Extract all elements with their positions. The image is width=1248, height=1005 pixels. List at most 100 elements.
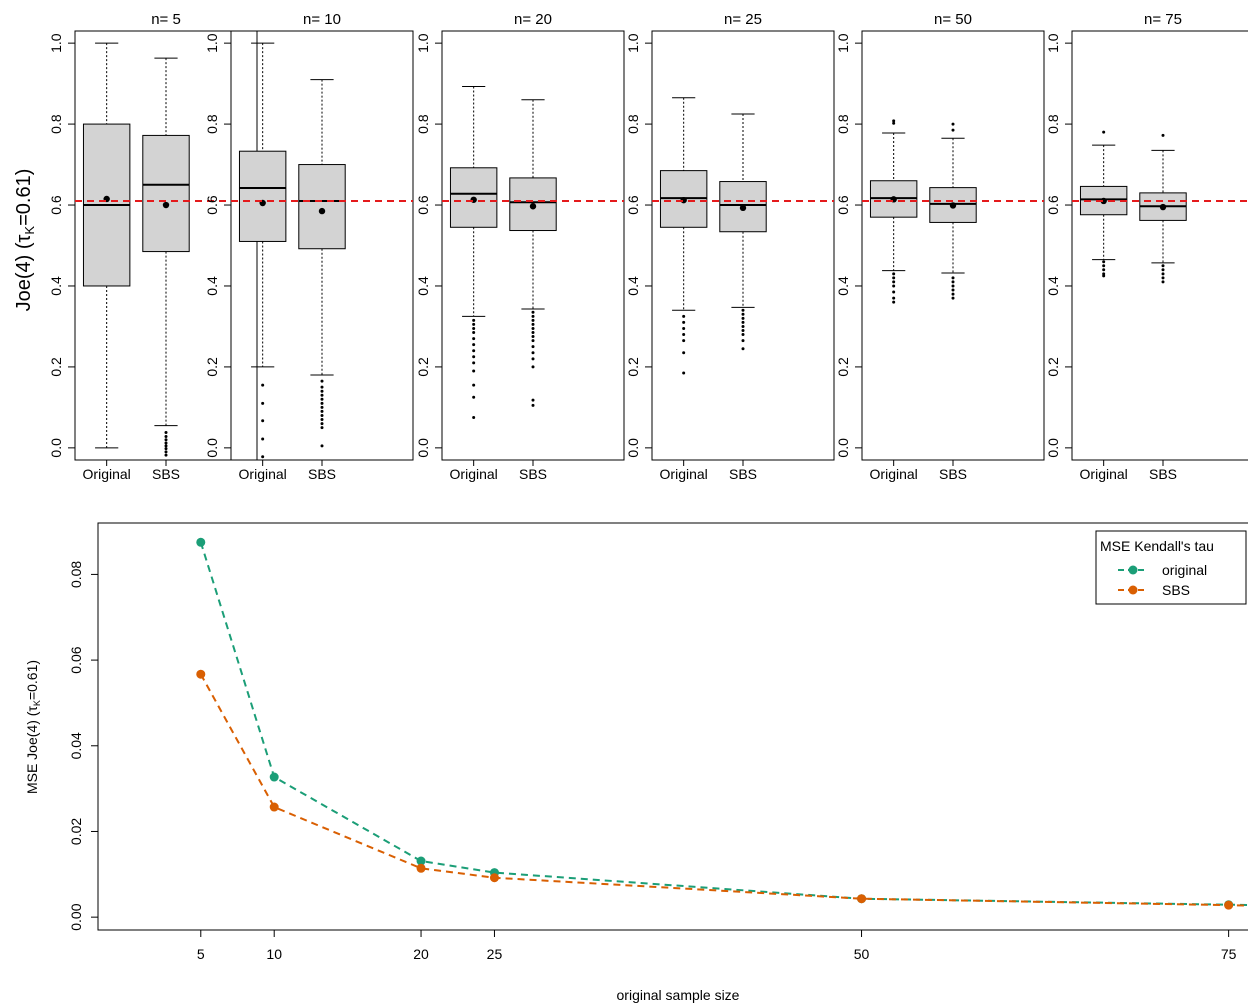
panel-frame bbox=[1071, 30, 1248, 461]
x-tick-label: Original bbox=[1080, 466, 1128, 482]
outlier-point bbox=[951, 296, 955, 300]
line-y-label-rest: =0.61) bbox=[24, 660, 40, 700]
data-point bbox=[269, 802, 279, 812]
outlier-point bbox=[951, 292, 955, 296]
outlier-point bbox=[531, 345, 535, 349]
outlier-point bbox=[320, 397, 324, 401]
x-tick-label: Original bbox=[239, 466, 287, 482]
outlier-point bbox=[741, 320, 745, 324]
mean-point bbox=[1100, 197, 1107, 205]
outlier-point bbox=[1161, 268, 1165, 272]
legend: MSE Kendall's tau original SBS bbox=[1095, 530, 1247, 605]
boxplot-y-label-tau: τ bbox=[13, 234, 35, 242]
data-point bbox=[196, 669, 206, 679]
outlier-point bbox=[1161, 276, 1165, 280]
mean-point bbox=[162, 201, 170, 209]
outlier-point bbox=[741, 339, 745, 343]
y-tick-label: 0.4 bbox=[1045, 276, 1061, 296]
y-tick-label: 0.6 bbox=[204, 195, 220, 215]
outlier-point bbox=[472, 343, 476, 347]
y-tick-label: 0.2 bbox=[1045, 357, 1061, 377]
y-tick-label: 0.4 bbox=[625, 276, 641, 296]
outlier-point bbox=[531, 365, 535, 369]
outlier-point bbox=[892, 276, 896, 280]
outlier-point bbox=[951, 276, 955, 280]
mean-point bbox=[739, 204, 747, 212]
y-tick-label: 0.2 bbox=[48, 357, 64, 377]
legend-box bbox=[1095, 530, 1247, 605]
outlier-point bbox=[1102, 260, 1106, 264]
mean-point bbox=[1159, 203, 1167, 211]
line-series-group bbox=[196, 537, 1248, 910]
outlier-point bbox=[320, 418, 324, 422]
y-tick-label: 0.8 bbox=[835, 114, 851, 134]
boxplot-y-label-rest: =0.61) bbox=[13, 169, 35, 226]
y-tick-label: 0.8 bbox=[48, 114, 64, 134]
series-line bbox=[199, 541, 1248, 906]
data-point bbox=[416, 863, 426, 873]
outlier-point bbox=[1161, 264, 1165, 268]
outlier-point bbox=[741, 316, 745, 320]
mse-line-plot: 0.00 0.02 0.04 0.06 0.08 5 10 20 25 50 75 origina… bbox=[24, 522, 1248, 1003]
data-point bbox=[489, 873, 499, 883]
y-tick-label: 0.0 bbox=[415, 438, 431, 458]
x-tick-label: 10 bbox=[266, 946, 282, 962]
outlier-point bbox=[320, 393, 324, 397]
y-tick-label: 0.4 bbox=[204, 276, 220, 296]
boxplot-panels: n= 5 0.0 0.2 0.4 0.6 0.8 1.0 Original SBS n= 10 0.… bbox=[48, 11, 1248, 482]
iqr-box bbox=[142, 134, 190, 253]
x-tick-label: SBS bbox=[308, 466, 336, 482]
outlier-point bbox=[261, 383, 265, 387]
outlier-point bbox=[951, 288, 955, 292]
box-original bbox=[238, 42, 287, 459]
x-tick-label: SBS bbox=[152, 466, 180, 482]
x-tick-label: 50 bbox=[854, 946, 870, 962]
data-point bbox=[416, 856, 426, 866]
box-sbs bbox=[298, 79, 346, 448]
y-tick-label: 0.6 bbox=[415, 195, 431, 215]
outlier-point bbox=[531, 357, 535, 361]
outlier-point bbox=[472, 349, 476, 353]
outlier-point bbox=[1102, 274, 1106, 278]
outlier-point bbox=[472, 355, 476, 359]
outlier-point bbox=[164, 435, 168, 439]
y-tick-label: 0.2 bbox=[835, 357, 851, 377]
outlier-point bbox=[164, 453, 168, 457]
outlier-point bbox=[951, 280, 955, 284]
outlier-point bbox=[531, 314, 535, 318]
outlier-point bbox=[741, 308, 745, 312]
outlier-point bbox=[531, 403, 535, 407]
outlier-point bbox=[261, 437, 265, 441]
y-tick-label: 0.2 bbox=[415, 357, 431, 377]
data-point bbox=[857, 894, 867, 904]
outlier-point bbox=[951, 122, 955, 126]
outlier-point bbox=[320, 409, 324, 413]
box-original bbox=[869, 119, 918, 304]
legend-marker-sbs bbox=[1128, 585, 1138, 595]
y-tick-label: 0.04 bbox=[68, 732, 84, 759]
y-tick-label: 0.8 bbox=[204, 114, 220, 134]
boxplot-y-label-sub: K bbox=[22, 226, 37, 235]
outlier-point bbox=[261, 455, 265, 459]
outlier-point bbox=[472, 395, 476, 399]
x-tick-label: 75 bbox=[1221, 946, 1237, 962]
box-sbs bbox=[1139, 133, 1187, 284]
y-tick-label: 0.02 bbox=[68, 818, 84, 845]
box-original bbox=[449, 85, 498, 420]
outlier-point bbox=[531, 331, 535, 335]
outlier-point bbox=[472, 322, 476, 326]
outlier-point bbox=[682, 351, 686, 355]
mean-point bbox=[529, 203, 537, 210]
outlier-point bbox=[320, 444, 324, 448]
line-y-label-sub: K bbox=[32, 700, 42, 706]
outlier-point bbox=[164, 430, 168, 434]
box-original bbox=[82, 42, 131, 449]
line-y-axis-label: MSE Joe(4) (τK=0.61) bbox=[24, 660, 42, 794]
outlier-point bbox=[472, 337, 476, 341]
box-panel: n= 25 0.0 0.2 0.4 0.6 0.8 1.0 Original SBS bbox=[625, 11, 835, 482]
iqr-box bbox=[238, 150, 287, 242]
box-panel: n= 75 0.0 0.2 0.4 0.6 0.8 1.0 Original SBS bbox=[1045, 11, 1248, 482]
mean-point bbox=[318, 207, 326, 215]
x-tick-label: SBS bbox=[939, 466, 967, 482]
data-point bbox=[269, 772, 279, 782]
